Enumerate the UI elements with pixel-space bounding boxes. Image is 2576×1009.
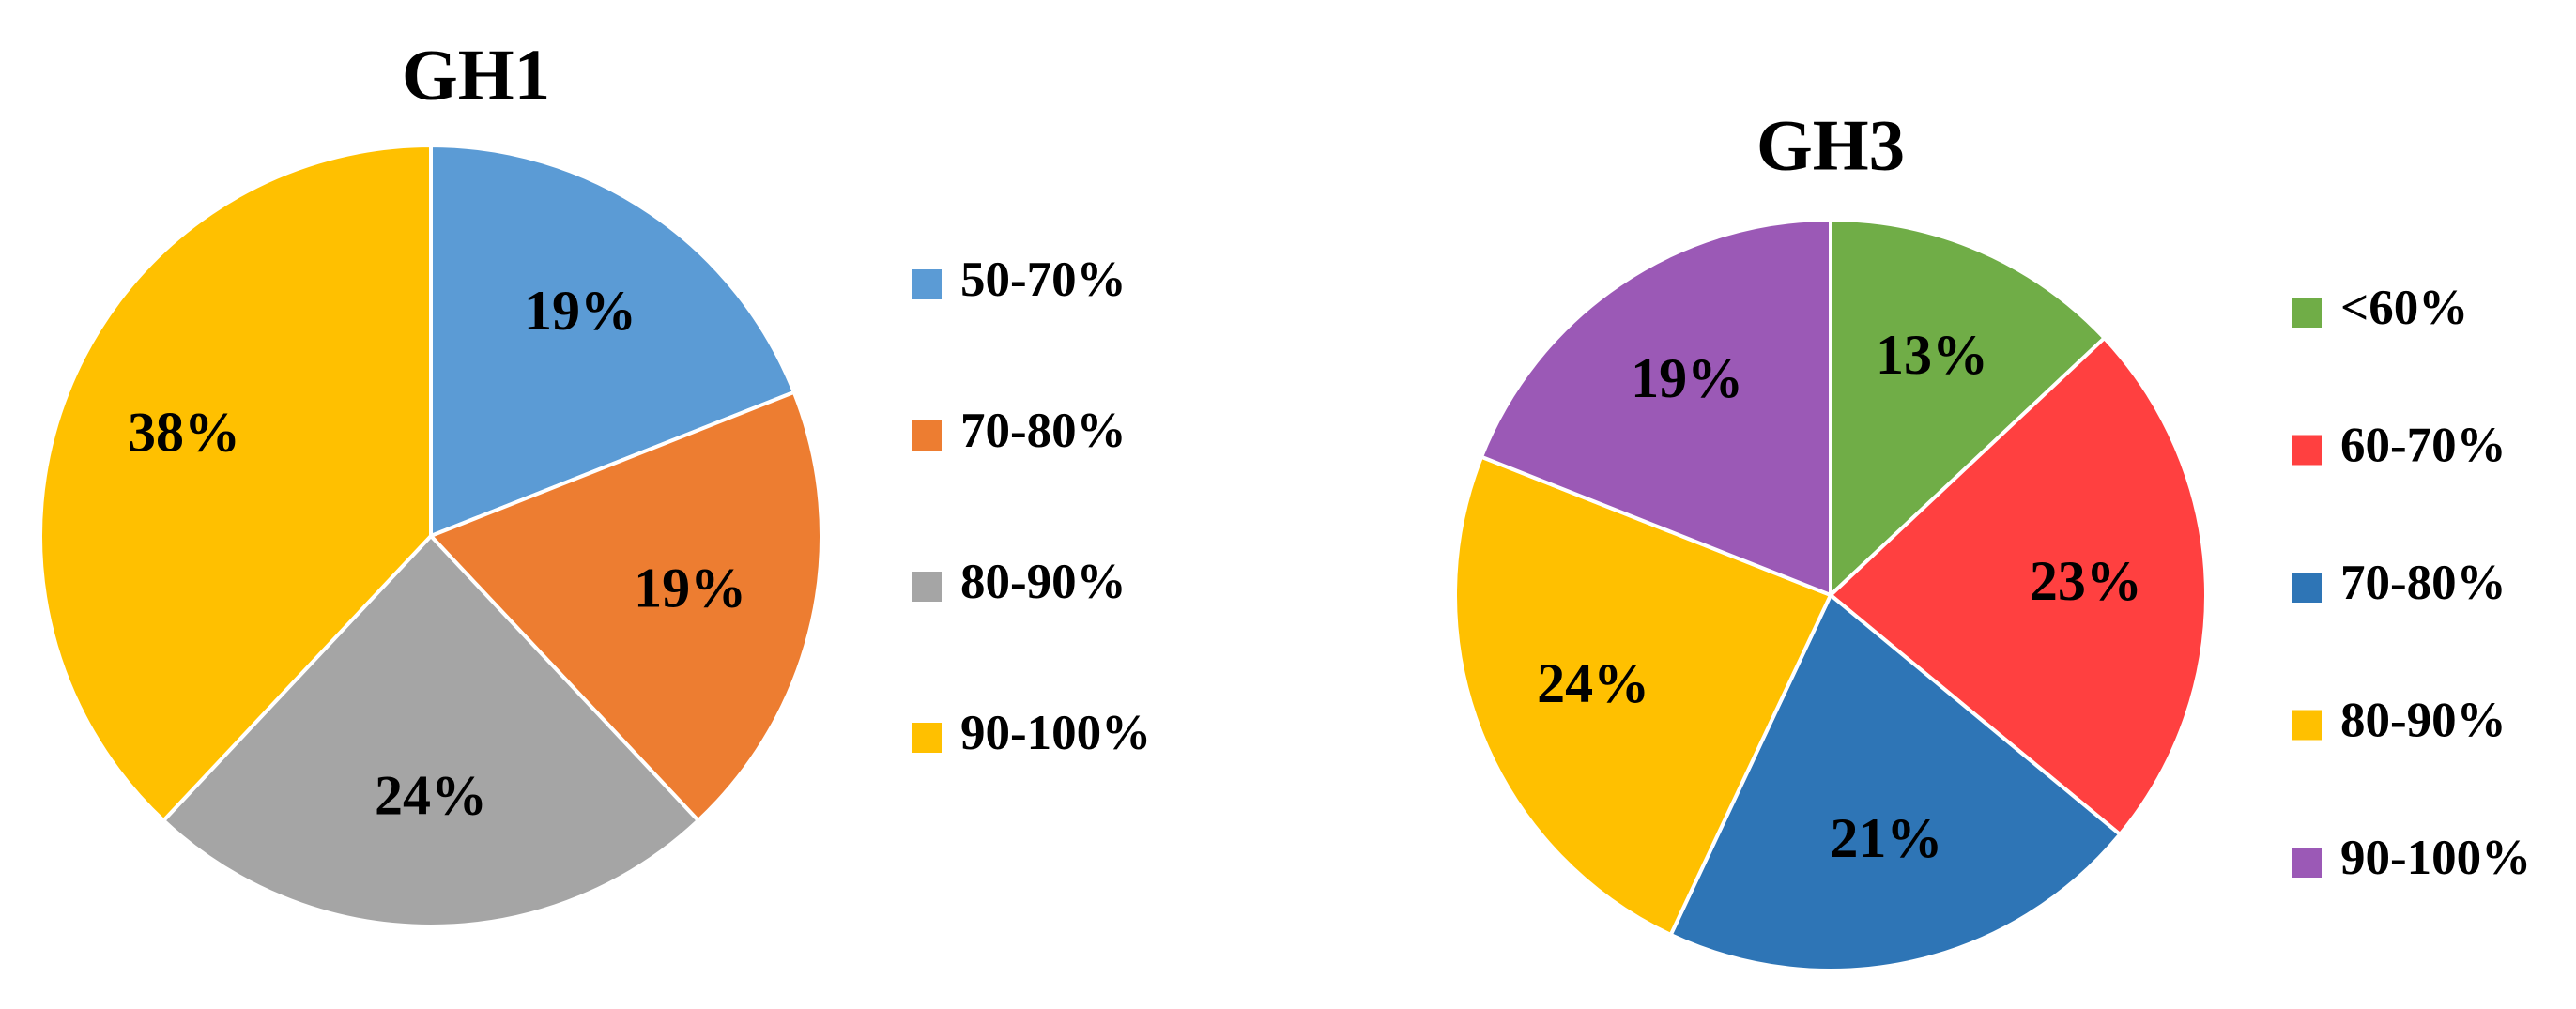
legend-label: <60% xyxy=(2340,281,2468,335)
pie-slice xyxy=(1829,217,2108,600)
pie-slice xyxy=(38,143,433,824)
legend-label: 70-80% xyxy=(960,404,1127,458)
legend-swatch xyxy=(912,572,942,602)
legend-label: 80-90% xyxy=(2340,694,2507,748)
data-label: 19% xyxy=(524,280,636,342)
data-label: 23% xyxy=(2030,550,2142,612)
chart-title: GH3 xyxy=(1756,105,1905,186)
legend-swatch xyxy=(912,420,942,451)
legend-label: 90-100% xyxy=(2340,831,2531,885)
pie-slice xyxy=(1453,454,1833,938)
legend-label: 60-70% xyxy=(2340,419,2507,473)
pie-slice xyxy=(1827,335,2208,837)
pie-slice xyxy=(427,390,823,824)
legend-swatch xyxy=(2292,573,2322,603)
legend-label: 90-100% xyxy=(960,706,1151,760)
data-label: 38% xyxy=(128,402,240,464)
legend-swatch xyxy=(2292,298,2322,328)
legend-swatch xyxy=(912,723,942,753)
chart-title: GH1 xyxy=(402,35,550,115)
data-label: 24% xyxy=(1537,652,1649,714)
legend-swatch xyxy=(2292,435,2322,466)
legend-swatch xyxy=(2292,848,2322,878)
legend-swatch xyxy=(2292,710,2322,741)
pie-slice xyxy=(1668,591,2124,972)
data-label: 13% xyxy=(1876,324,1988,386)
data-label: 19% xyxy=(1631,347,1743,409)
pie-slice xyxy=(429,143,797,539)
legend-label: 50-70% xyxy=(960,252,1127,307)
data-label: 24% xyxy=(375,765,487,827)
data-label: 19% xyxy=(634,557,746,619)
pie-slice xyxy=(1479,217,1832,598)
legend-label: 80-90% xyxy=(960,555,1127,609)
legend-swatch xyxy=(912,269,942,299)
pie-slice xyxy=(161,533,701,928)
legend-label: 70-80% xyxy=(2340,556,2507,610)
data-label: 21% xyxy=(1830,807,1942,869)
